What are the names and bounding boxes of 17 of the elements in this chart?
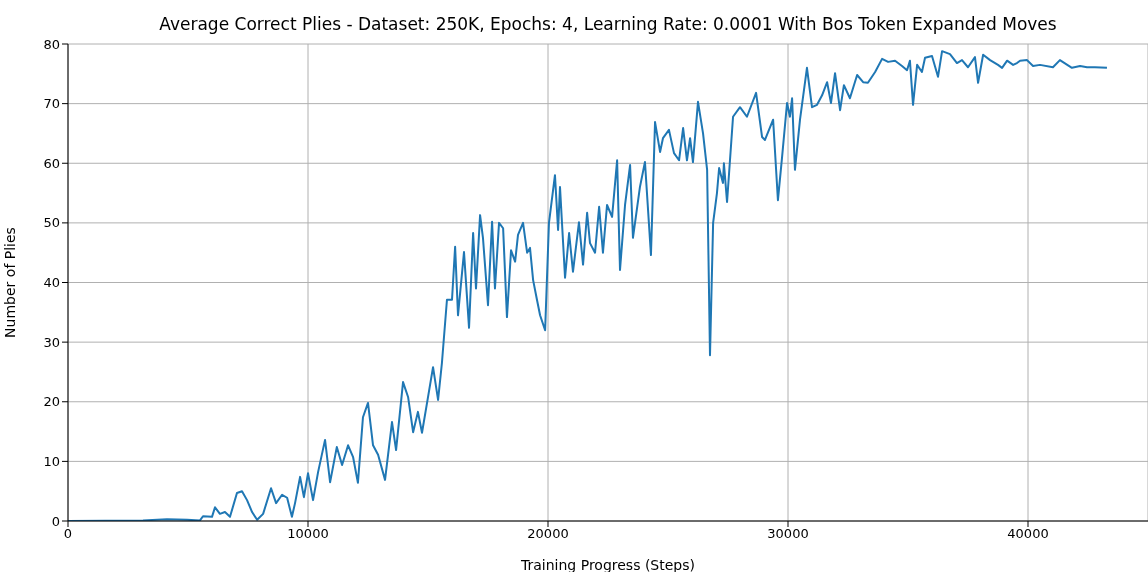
chart-title: Average Correct Plies - Dataset: 250K, Epochs: 4, Learning Rate: 0.0001 With Bos Token Expanded Moves bbox=[158, 14, 1058, 34]
y-tick-label: 30 bbox=[43, 334, 60, 350]
x-tick-label: 10000 bbox=[287, 526, 329, 542]
x-axis-title: Training Progress (Steps) bbox=[520, 557, 695, 572]
y-tick-label: 40 bbox=[43, 275, 60, 291]
y-tick-label: 10 bbox=[43, 453, 60, 469]
x-tick-label: 40000 bbox=[1007, 526, 1049, 542]
x-tick-label: 0 bbox=[63, 526, 73, 542]
y-axis-title: Number of Plies bbox=[1, 227, 18, 338]
y-tick-label: 80 bbox=[43, 36, 60, 52]
x-tick-label: 30000 bbox=[767, 526, 809, 542]
y-tick-label: 50 bbox=[43, 215, 60, 231]
y-tick-label: 60 bbox=[43, 155, 60, 171]
y-tick-label: 20 bbox=[43, 394, 60, 410]
y-tick-label: 0 bbox=[51, 513, 60, 529]
y-tick-label: 70 bbox=[43, 96, 60, 112]
x-tick-label: 20000 bbox=[527, 526, 569, 542]
